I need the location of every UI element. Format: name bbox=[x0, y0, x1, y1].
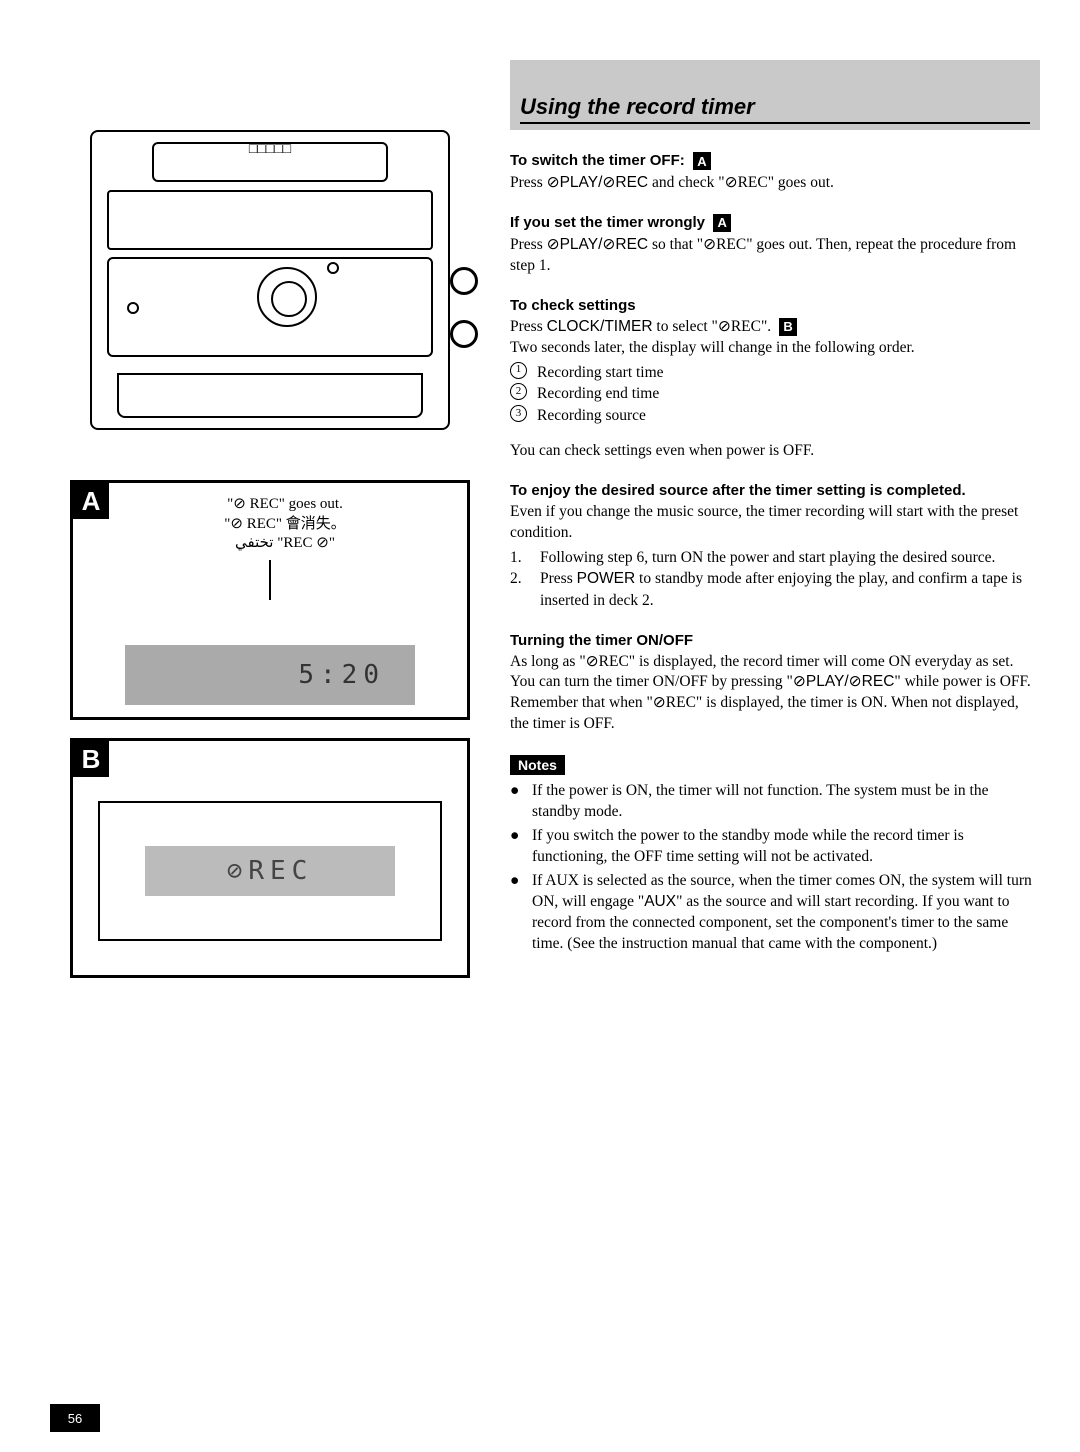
s3-list: 1 Recording start time 2 Recording end tim… bbox=[510, 362, 1040, 427]
panel-a: A "⊘ REC" goes out. "⊘ REC" 會消失。 "⊘ REC"… bbox=[70, 480, 470, 720]
s4-head: To enjoy the desired source after the ti… bbox=[510, 482, 1040, 499]
s3-l1a: Press bbox=[510, 318, 547, 335]
s3-item3: Recording source bbox=[537, 405, 646, 427]
circled-1: 1 bbox=[510, 362, 527, 379]
s5-p2b: ⊘PLAY/⊘REC bbox=[793, 673, 895, 690]
s4-2b: POWER bbox=[577, 570, 636, 587]
s1-b: ⊘PLAY/⊘REC bbox=[547, 174, 649, 191]
panel-a-label: A bbox=[73, 483, 109, 519]
section-check-settings: To check settings Press CLOCK/TIMER to s… bbox=[510, 297, 1040, 462]
s3-l1b: CLOCK/TIMER bbox=[547, 318, 653, 335]
num-2: 2. bbox=[510, 568, 530, 611]
s2-b: ⊘PLAY/⊘REC bbox=[547, 236, 649, 253]
panel-b: B ⊘REC bbox=[70, 738, 470, 978]
s4-2a: Press bbox=[540, 570, 577, 587]
s3-l2: Two seconds later, the display will chan… bbox=[510, 338, 1040, 359]
note-3b: AUX bbox=[644, 893, 676, 910]
section-switch-off: To switch the timer OFF: A Press ⊘PLAY/⊘… bbox=[510, 152, 1040, 194]
s1-head: To switch the timer OFF: bbox=[510, 152, 685, 169]
panel-b-display: ⊘REC bbox=[145, 846, 395, 896]
s5-p1: As long as "⊘REC" is displayed, the reco… bbox=[510, 652, 1040, 673]
panel-a-display: 5:20 bbox=[125, 645, 415, 705]
device-illustration bbox=[90, 130, 450, 430]
panel-b-inner: ⊘REC bbox=[98, 801, 442, 941]
s1-c: and check "⊘REC" goes out. bbox=[648, 174, 834, 191]
left-column: A "⊘ REC" goes out. "⊘ REC" 會消失。 "⊘ REC"… bbox=[60, 40, 480, 996]
num-1: 1. bbox=[510, 547, 530, 569]
s5-head: Turning the timer ON/OFF bbox=[510, 632, 1040, 649]
s4-intro: Even if you change the music source, the… bbox=[510, 502, 1040, 544]
s3-item1: Recording start time bbox=[537, 362, 664, 384]
s3-tail: You can check settings even when power i… bbox=[510, 441, 1040, 462]
panel-a-line3: "⊘ REC" تختفي bbox=[123, 534, 447, 554]
note-1: If the power is ON, the timer will not f… bbox=[532, 781, 1040, 823]
panel-a-line1-suffix: goes out. bbox=[285, 496, 343, 512]
page-number: 56 bbox=[50, 1404, 100, 1432]
note-2: If you switch the power to the standby m… bbox=[532, 826, 1040, 868]
s5-p2a: You can turn the timer ON/OFF by pressin… bbox=[510, 673, 793, 690]
bullet-dot: ● bbox=[510, 826, 522, 868]
s2-a: Press bbox=[510, 236, 547, 253]
s1-tag: A bbox=[693, 152, 711, 170]
circled-2: 2 bbox=[510, 383, 527, 400]
s3-item2: Recording end time bbox=[537, 383, 659, 405]
arrow-line bbox=[269, 560, 271, 600]
section-timer-onoff: Turning the timer ON/OFF As long as "⊘RE… bbox=[510, 632, 1040, 736]
s3-l1c: to select "⊘REC". bbox=[653, 318, 772, 335]
panel-a-line2: "⊘ REC" 會消失。 bbox=[123, 515, 447, 535]
s4-step1: Following step 6, turn ON the power and … bbox=[540, 547, 995, 569]
s1-a: Press bbox=[510, 174, 547, 191]
panel-a-texts: "⊘ REC" goes out. "⊘ REC" 會消失。 "⊘ REC" ت… bbox=[123, 495, 447, 554]
s3-head: To check settings bbox=[510, 297, 1040, 314]
bullet-dot: ● bbox=[510, 871, 522, 955]
page: A "⊘ REC" goes out. "⊘ REC" 會消失。 "⊘ REC"… bbox=[60, 40, 1040, 996]
panel-b-label: B bbox=[73, 741, 109, 777]
s5-p3: Remember that when "⊘REC" is displayed, … bbox=[510, 693, 1040, 735]
circled-3: 3 bbox=[510, 405, 527, 422]
s3-tag: B bbox=[779, 318, 797, 336]
section-title: Using the record timer bbox=[520, 94, 1030, 124]
s2-tag: A bbox=[713, 214, 731, 232]
right-column: Using the record timer To switch the tim… bbox=[510, 40, 1040, 996]
bullet-dot: ● bbox=[510, 781, 522, 823]
panel-a-line1-prefix: "⊘ REC" bbox=[227, 496, 285, 512]
s2-head: If you set the timer wrongly bbox=[510, 214, 705, 231]
section-enjoy-source: To enjoy the desired source after the ti… bbox=[510, 482, 1040, 612]
section-title-area: Using the record timer bbox=[510, 60, 1040, 130]
notes-label: Notes bbox=[510, 755, 565, 775]
notes-section: Notes ●If the power is ON, the timer wil… bbox=[510, 755, 1040, 954]
section-set-wrongly: If you set the timer wrongly A Press ⊘PL… bbox=[510, 214, 1040, 277]
s5-p2c: " while power is OFF. bbox=[894, 673, 1030, 690]
